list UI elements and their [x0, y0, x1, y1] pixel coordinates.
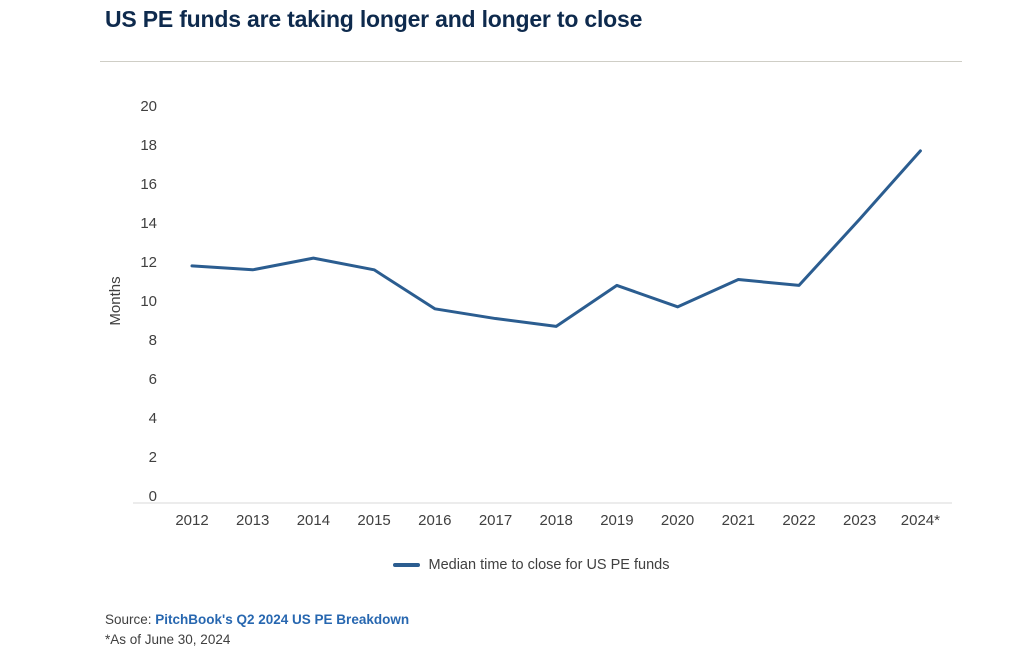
source-line: Source: PitchBook's Q2 2024 US PE Breakd… [105, 610, 409, 630]
source-prefix: Source: [105, 612, 156, 627]
y-tick-label: 14 [140, 215, 157, 232]
legend-line-swatch [392, 563, 420, 567]
x-tick-label: 2024* [901, 512, 940, 529]
title-divider [100, 61, 962, 62]
x-tick-label: 2020 [661, 512, 694, 529]
x-tick-label: 2021 [722, 512, 755, 529]
line-chart: 0 2 4 6 8 10 12 14 16 18 20 Months 2012 2013 2014 2015 2… [100, 85, 980, 535]
x-tick-label: 2013 [236, 512, 269, 529]
y-tick-label: 2 [149, 449, 157, 466]
y-axis-title: Months [107, 276, 124, 325]
y-tick-label: 16 [140, 176, 157, 193]
source-link[interactable]: PitchBook's Q2 2024 US PE Breakdown [155, 612, 410, 627]
x-tick-label: 2018 [540, 512, 573, 529]
x-tick-label: 2012 [175, 512, 208, 529]
page-title: US PE funds are taking longer and longer… [105, 6, 643, 32]
y-tick-label: 0 [149, 488, 157, 505]
y-tick-label: 12 [140, 254, 157, 271]
chart-legend: Median time to close for US PE funds [100, 556, 962, 574]
x-tick-label: 2017 [479, 512, 512, 529]
footnote: *As of June 30, 2024 [105, 632, 231, 647]
legend-label: Median time to close for US PE funds [428, 557, 670, 573]
line-chart-canvas: 0 2 4 6 8 10 12 14 16 18 20 Months 2012 2013 2014 2015 2… [107, 98, 952, 529]
y-tick-label: 4 [149, 410, 157, 427]
x-tick-label: 2022 [782, 512, 815, 529]
x-tick-label: 2014 [297, 512, 330, 529]
x-tick-label: 2016 [418, 512, 451, 529]
x-tick-label: 2015 [357, 512, 390, 529]
y-tick-label: 6 [149, 371, 157, 388]
x-tick-label: 2019 [600, 512, 633, 529]
median-time-series-line [190, 149, 922, 328]
x-tick-label: 2023 [843, 512, 876, 529]
y-tick-label: 10 [140, 293, 157, 310]
y-tick-label: 8 [149, 332, 157, 349]
y-tick-label: 20 [140, 98, 157, 115]
y-tick-label: 18 [140, 137, 157, 154]
